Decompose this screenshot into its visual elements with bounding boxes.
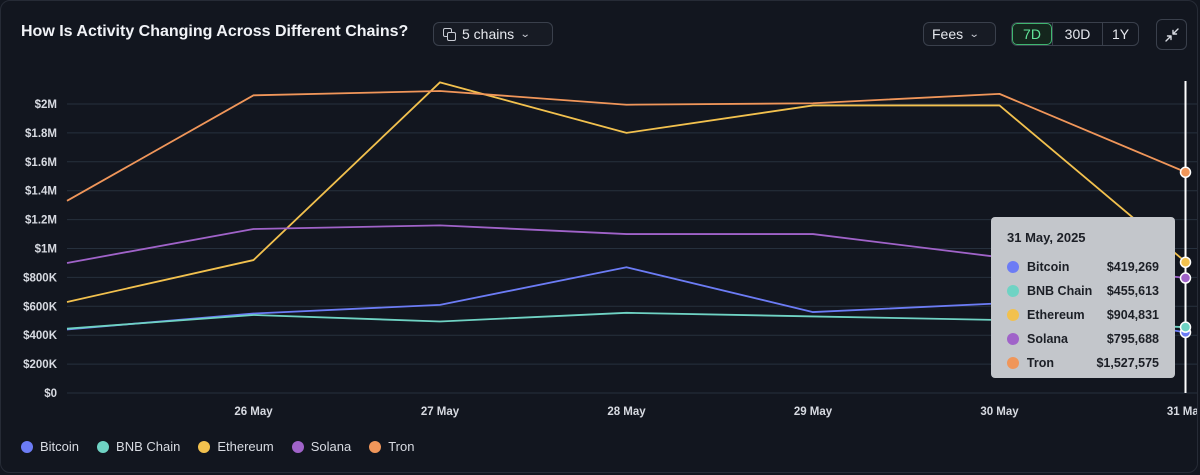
y-tick-label: $1.6M (25, 157, 57, 169)
range-1y-button[interactable]: 1Y (1102, 23, 1138, 45)
range-30d-button[interactable]: 30D (1052, 23, 1102, 45)
series-point-bnb-chain (1179, 321, 1192, 333)
x-tick-label: 29 May (794, 406, 833, 418)
tooltip-series-value: $455,613 (1106, 284, 1159, 298)
series-line-ethereum (66, 81, 1187, 303)
tooltip-series-value: $1,527,575 (1096, 356, 1159, 370)
tooltip-series-name: Ethereum (1027, 308, 1085, 322)
y-tick-label: $1M (35, 244, 57, 256)
legend-item-ethereum[interactable]: Ethereum (198, 439, 274, 454)
x-tick-label: 31 May (1167, 406, 1198, 418)
tooltip-series-name: Bitcoin (1027, 260, 1070, 274)
y-tick-label: $0 (44, 388, 57, 400)
legend-label: Solana (310, 439, 352, 454)
y-tick-label: $400K (23, 330, 58, 342)
chart-tooltip: 31 May, 2025 Bitcoin $419,269 BNB Chain $45… (991, 217, 1175, 378)
x-tick-label: 30 May (980, 406, 1019, 418)
y-tick-label: $800K (23, 272, 58, 284)
tooltip-series-name: Solana (1027, 332, 1068, 346)
chain-selector-button[interactable]: 5 chains ⌄ (433, 22, 553, 46)
y-tick-label: $1.8M (25, 128, 57, 140)
metric-selector-button[interactable]: Fees ⌄ (923, 22, 996, 46)
tooltip-date: 31 May, 2025 (1007, 230, 1086, 245)
legend-label: Ethereum (217, 439, 274, 454)
time-range-toggle: 7D 30D 1Y (1011, 22, 1139, 46)
y-tick-label: $2M (35, 99, 57, 111)
legend-item-bitcoin[interactable]: Bitcoin (21, 439, 79, 454)
tooltip-swatch (1007, 357, 1019, 369)
layers-icon (443, 28, 456, 41)
x-tick-label: 26 May (234, 406, 273, 418)
legend-label: Bitcoin (40, 439, 80, 454)
chain-selector-label: 5 chains (462, 26, 515, 42)
series-point-ethereum (1179, 256, 1192, 269)
legend-swatch (291, 440, 304, 453)
legend-item-bnb-chain[interactable]: BNB Chain (97, 439, 180, 454)
range-7d-button[interactable]: 7D (1012, 23, 1052, 45)
tooltip-row: Solana $795,688 (1007, 327, 1159, 351)
y-tick-label: $1.2M (25, 215, 57, 227)
chart-legend: Bitcoin BNB Chain Ethereum Solana Tron (21, 439, 414, 454)
series-point-solana (1179, 272, 1192, 284)
chevron-down-icon: ⌄ (968, 28, 980, 40)
tooltip-row: BNB Chain $455,613 (1007, 279, 1159, 303)
tooltip-row: Bitcoin $419,269 (1007, 255, 1159, 279)
tooltip-swatch (1007, 333, 1019, 345)
tooltip-swatch (1007, 261, 1019, 273)
tooltip-series-value: $419,269 (1106, 260, 1159, 274)
tooltip-swatch (1007, 285, 1019, 297)
legend-swatch (97, 440, 110, 453)
metric-selector-label: Fees (932, 26, 964, 42)
collapse-icon (1164, 27, 1179, 42)
y-tick-label: $200K (23, 359, 58, 371)
legend-item-tron[interactable]: Tron (369, 439, 414, 454)
tooltip-series-value: $795,688 (1106, 332, 1159, 346)
series-line-tron (66, 90, 1187, 202)
tooltip-series-value: $904,831 (1106, 308, 1159, 322)
legend-swatch (198, 440, 211, 453)
tooltip-row: Ethereum $904,831 (1007, 303, 1159, 327)
chart-title: How Is Activity Changing Across Differen… (21, 23, 409, 40)
legend-label: Tron (388, 439, 415, 454)
legend-swatch (21, 440, 33, 453)
legend-item-solana[interactable]: Solana (291, 439, 352, 454)
y-tick-label: $1.4M (25, 186, 57, 198)
legend-swatch (369, 440, 382, 453)
collapse-button[interactable] (1156, 19, 1187, 50)
tooltip-swatch (1007, 309, 1019, 321)
legend-label: BNB Chain (116, 439, 181, 454)
x-tick-label: 27 May (421, 406, 460, 418)
tooltip-series-name: Tron (1026, 356, 1055, 370)
series-point-tron (1179, 166, 1192, 179)
x-tick-label: 28 May (607, 406, 646, 418)
tooltip-row: Tron $1,527,575 (1007, 351, 1159, 375)
tooltip-series-name: BNB Chain (1027, 284, 1093, 298)
y-tick-label: $600K (23, 301, 58, 313)
chevron-down-icon: ⌄ (519, 28, 531, 40)
